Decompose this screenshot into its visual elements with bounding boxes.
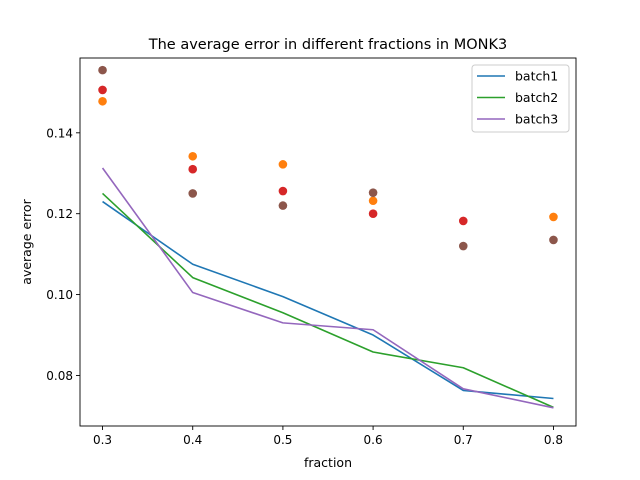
legend-box bbox=[471, 64, 570, 133]
scatter-point bbox=[188, 151, 198, 161]
legend-label-batch2: batch2 bbox=[515, 90, 558, 105]
scatter-point bbox=[458, 241, 468, 251]
scatter-point bbox=[458, 216, 468, 226]
legend: batch1 batch2 batch3 bbox=[471, 64, 570, 133]
y-axis-label: average error bbox=[19, 198, 34, 284]
series-line-batch2 bbox=[101, 192, 554, 409]
y-tick-label: 0.08 bbox=[46, 369, 73, 383]
x-tick-label: 0.7 bbox=[454, 433, 473, 447]
scatter-point bbox=[98, 85, 107, 95]
scatter-point bbox=[188, 164, 198, 174]
legend-label-batch1: batch1 bbox=[515, 69, 558, 84]
scatter-point bbox=[278, 160, 288, 169]
scatter-point bbox=[549, 235, 558, 245]
scatter-point bbox=[368, 188, 378, 197]
x-tick-label: 0.4 bbox=[183, 433, 202, 447]
scatter-point bbox=[188, 189, 198, 198]
x-axis-label: fraction bbox=[304, 455, 352, 470]
chart-title: The average error in different fractions… bbox=[148, 37, 507, 53]
scatter-point bbox=[98, 65, 107, 75]
plot-frame bbox=[79, 57, 577, 427]
y-tick-label: 0.14 bbox=[46, 126, 73, 140]
x-axis: 0.3 0.4 0.5 0.6 0.7 0.8 bbox=[93, 426, 563, 447]
scatter-point bbox=[368, 209, 378, 218]
y-tick-label: 0.12 bbox=[46, 207, 73, 221]
series-line-batch3 bbox=[101, 167, 554, 409]
y-axis: 0.08 0.10 0.12 0.14 bbox=[46, 126, 80, 383]
x-tick-label: 0.8 bbox=[544, 433, 563, 447]
scatter-point bbox=[98, 96, 107, 106]
x-tick-label: 0.5 bbox=[273, 433, 292, 447]
legend-label-batch3: batch3 bbox=[515, 112, 558, 127]
scatter-point bbox=[549, 212, 558, 222]
axes-layer bbox=[79, 57, 577, 427]
y-tick-label: 0.10 bbox=[46, 288, 73, 302]
scatter-point bbox=[368, 196, 378, 206]
x-tick-label: 0.6 bbox=[364, 433, 383, 447]
series-layer bbox=[98, 65, 558, 409]
x-tick-label: 0.3 bbox=[93, 433, 112, 447]
scatter-point bbox=[278, 201, 288, 210]
scatter-point bbox=[278, 186, 288, 196]
